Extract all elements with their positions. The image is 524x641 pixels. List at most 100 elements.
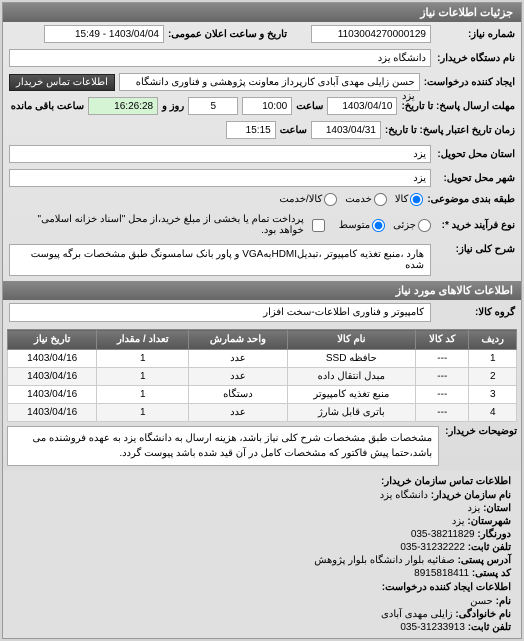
budget-type-label: طبقه بندی موضوعی: xyxy=(427,194,515,205)
province-value: یزد xyxy=(9,145,431,163)
remain-days: 5 xyxy=(188,97,238,115)
table-cell: 1403/04/16 xyxy=(8,404,97,422)
c-prov-v: یزد xyxy=(468,503,481,514)
creator-section-title: اطلاعات ایجاد کننده درخواست: xyxy=(7,580,517,595)
table-cell: حافظه SSD xyxy=(287,350,415,368)
table-cell: دستگاه xyxy=(189,386,287,404)
c-lname-l: نام خانوادگی: xyxy=(455,609,511,620)
table-header: ردیف xyxy=(469,330,517,350)
table-cell: 4 xyxy=(469,404,517,422)
items-section-title: اطلاعات کالاهای مورد نیاز xyxy=(3,281,521,300)
deadline-label: مهلت ارسال پاسخ: تا تاریخ: xyxy=(401,101,515,112)
group-value: کامپیوتر و فناوری اطلاعات-سخت افزار xyxy=(9,303,431,322)
table-row: 3---منبع تغذیه کامپیوتردستگاه11403/04/16 xyxy=(8,386,517,404)
remain-label: ساعت باقی مانده xyxy=(11,101,84,112)
table-row: 1---حافظه SSDعدد11403/04/16 xyxy=(8,350,517,368)
c-city-l: شهرستان: xyxy=(467,516,511,527)
table-cell: باتری قابل شارژ xyxy=(287,404,415,422)
panel-title: جزئیات اطلاعات نیاز xyxy=(3,3,521,22)
province-label: استان محل تحویل: xyxy=(435,149,515,160)
c-fax-v: 38211829-035 xyxy=(411,529,475,540)
c-post-l: کد پستی: xyxy=(472,568,511,579)
desc-label: توضیحات خریدار: xyxy=(445,426,517,466)
c-phone-l: تلفن ثابت: xyxy=(468,542,511,553)
request-no-label: شماره نیاز: xyxy=(435,29,515,40)
table-cell: عدد xyxy=(189,404,287,422)
table-cell: منبع تغذیه کامپیوتر xyxy=(287,386,415,404)
radio-service[interactable]: خدمت xyxy=(345,193,387,206)
c-tel-v: 31233913-035 xyxy=(400,622,465,633)
table-cell: مبدل انتقال داده xyxy=(287,368,415,386)
title-label: شرح کلی نیاز: xyxy=(435,244,515,255)
city-label: شهر محل تحویل: xyxy=(435,173,515,184)
city-value: یزد xyxy=(9,169,431,187)
table-cell: --- xyxy=(416,350,469,368)
radio-goods[interactable]: کالا xyxy=(395,193,424,206)
title-value: هارد ،منبع تغذیه کامپیوتر ،تبدیلHDMIبهVG… xyxy=(9,244,431,276)
payment-check[interactable]: پرداخت تمام یا بخشی از مبلغ خرید،از محل … xyxy=(9,212,325,238)
c-city-v: یزد xyxy=(452,516,465,527)
table-cell: 3 xyxy=(469,386,517,404)
table-cell: --- xyxy=(416,404,469,422)
table-cell: 1403/04/16 xyxy=(8,350,97,368)
table-cell: 2 xyxy=(469,368,517,386)
process-group: جزئی متوسط xyxy=(339,219,431,232)
contact-button[interactable]: اطلاعات تماس خریدار xyxy=(9,74,115,91)
table-header: واحد شمارش xyxy=(189,330,287,350)
radio-both[interactable]: کالا/خدمت xyxy=(279,193,337,206)
time-label-1: ساعت xyxy=(296,101,323,112)
c-prov-l: استان: xyxy=(483,503,511,514)
c-post-v: 8915818411 xyxy=(414,568,469,579)
request-no-value: 1103004270000129 xyxy=(311,25,431,43)
table-row: 2---مبدل انتقال دادهعدد11403/04/16 xyxy=(8,368,517,386)
items-table: ردیفکد کالانام کالاواحد شمارشتعداد / مقد… xyxy=(7,329,517,422)
table-cell: --- xyxy=(416,368,469,386)
deadline-date: 1403/04/10 xyxy=(327,97,397,115)
c-addr-l: آدرس پستی: xyxy=(458,555,511,566)
buyer-value: دانشگاه یزد xyxy=(9,49,431,67)
creator-label: ایجاد کننده درخواست: xyxy=(424,77,515,88)
c-lname-v: زایلی مهدی آبادی xyxy=(381,609,453,620)
credit-time: 15:15 xyxy=(226,121,276,139)
group-label: گروه کالا: xyxy=(435,307,515,318)
c-name-l: نام: xyxy=(496,596,511,607)
process-label: نوع فرآیند خرید *: xyxy=(435,220,515,231)
budget-type-group: کالا خدمت کالا/خدمت xyxy=(279,193,423,206)
table-cell: 1 xyxy=(97,350,189,368)
table-cell: عدد xyxy=(189,368,287,386)
table-cell: --- xyxy=(416,386,469,404)
c-name-v: حسن xyxy=(470,596,493,607)
contact-title: اطلاعات تماس سازمان خریدار: xyxy=(7,474,517,489)
c-org-l: نام سازمان خریدار: xyxy=(431,490,511,501)
announce-value: 1403/04/04 - 15:49 xyxy=(44,25,164,43)
creator-value: حسن زایلی مهدی آبادی کارپرداز معاونت پژو… xyxy=(119,73,420,91)
table-cell: 1 xyxy=(97,368,189,386)
desc-value: مشخصات طبق مشخصات شرح کلی نیاز باشد، هزی… xyxy=(7,426,439,466)
remain-time: 16:26:28 xyxy=(88,97,158,115)
time-label-2: ساعت xyxy=(280,125,307,136)
table-header: تعداد / مقدار xyxy=(97,330,189,350)
contact-section: اطلاعات تماس سازمان خریدار: نام سازمان خ… xyxy=(3,470,521,638)
radio-medium[interactable]: متوسط xyxy=(339,219,385,232)
table-cell: 1 xyxy=(469,350,517,368)
c-addr-v: صفائیه بلوار دانشگاه بلوار پژوهش xyxy=(314,555,455,566)
c-tel-l: تلفن ثابت: xyxy=(468,622,511,633)
radio-small[interactable]: جزئی xyxy=(393,219,431,232)
table-cell: 1403/04/16 xyxy=(8,368,97,386)
c-fax-l: دورنگار: xyxy=(477,529,511,540)
deadline-time: 10:00 xyxy=(242,97,292,115)
c-org-v: دانشگاه یزد xyxy=(380,490,428,501)
announce-label: تاریخ و ساعت اعلان عمومی: xyxy=(168,29,287,40)
table-header: تاریخ نیاز xyxy=(8,330,97,350)
table-header: نام کالا xyxy=(287,330,415,350)
details-panel: جزئیات اطلاعات نیاز شماره نیاز: 11030042… xyxy=(2,2,522,639)
table-cell: 1403/04/16 xyxy=(8,386,97,404)
c-phone-v: 31232222-035 xyxy=(400,542,465,553)
table-row: 4---باتری قابل شارژعدد11403/04/16 xyxy=(8,404,517,422)
remain-day-label: روز و xyxy=(162,101,184,112)
table-cell: 1 xyxy=(97,404,189,422)
table-header: کد کالا xyxy=(416,330,469,350)
table-cell: 1 xyxy=(97,386,189,404)
credit-label: زمان تاریخ اعتبار پاسخ: تا تاریخ: xyxy=(385,125,515,136)
credit-date: 1403/04/31 xyxy=(311,121,381,139)
